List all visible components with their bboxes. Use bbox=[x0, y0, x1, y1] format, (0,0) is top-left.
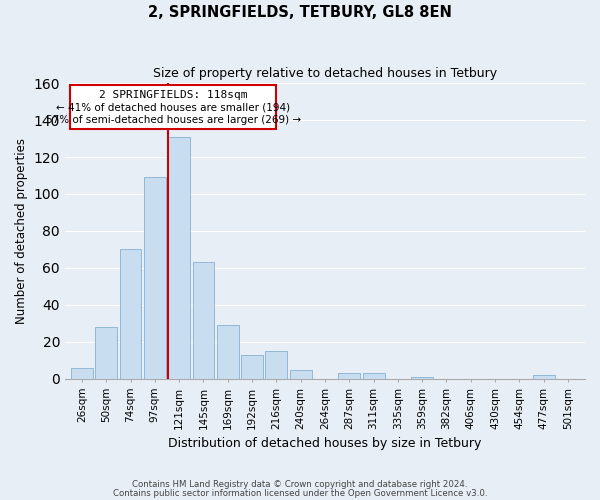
Bar bbox=[241, 355, 263, 379]
Bar bbox=[144, 178, 166, 379]
Bar bbox=[217, 326, 239, 379]
Bar bbox=[411, 377, 433, 379]
Y-axis label: Number of detached properties: Number of detached properties bbox=[15, 138, 28, 324]
Bar bbox=[193, 262, 214, 379]
Text: 2 SPRINGFIELDS: 118sqm: 2 SPRINGFIELDS: 118sqm bbox=[99, 90, 247, 100]
FancyBboxPatch shape bbox=[70, 85, 277, 130]
Text: Contains public sector information licensed under the Open Government Licence v3: Contains public sector information licen… bbox=[113, 488, 487, 498]
Text: Contains HM Land Registry data © Crown copyright and database right 2024.: Contains HM Land Registry data © Crown c… bbox=[132, 480, 468, 489]
Title: Size of property relative to detached houses in Tetbury: Size of property relative to detached ho… bbox=[153, 68, 497, 80]
Bar bbox=[95, 327, 117, 379]
Bar bbox=[71, 368, 93, 379]
Bar bbox=[533, 375, 554, 379]
Text: ← 41% of detached houses are smaller (194): ← 41% of detached houses are smaller (19… bbox=[56, 102, 290, 112]
Bar bbox=[265, 351, 287, 379]
Bar bbox=[119, 250, 142, 379]
Text: 2, SPRINGFIELDS, TETBURY, GL8 8EN: 2, SPRINGFIELDS, TETBURY, GL8 8EN bbox=[148, 5, 452, 20]
Bar bbox=[290, 370, 311, 379]
Bar bbox=[362, 374, 385, 379]
X-axis label: Distribution of detached houses by size in Tetbury: Distribution of detached houses by size … bbox=[168, 437, 482, 450]
Bar bbox=[338, 374, 360, 379]
Bar bbox=[168, 136, 190, 379]
Text: 57% of semi-detached houses are larger (269) →: 57% of semi-detached houses are larger (… bbox=[46, 115, 301, 125]
